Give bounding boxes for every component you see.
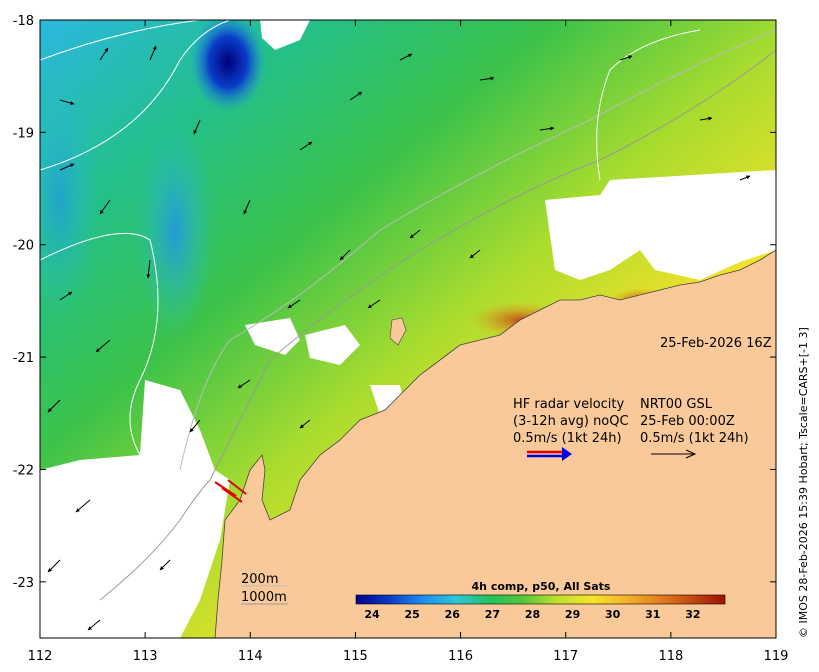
model-legend-line3: 0.5m/s (1kt 24h): [640, 431, 749, 446]
cold-eddy: [190, 20, 266, 112]
radar-scale-arrow: [527, 447, 572, 461]
lon-tick-label: 118: [658, 649, 683, 664]
isobath-1000-label: 1000m: [241, 590, 287, 605]
radar-legend-line2: (3-12h avg) noQC: [513, 414, 629, 429]
model-legend-line1: NRT00 GSL: [640, 397, 713, 412]
island: [389, 317, 407, 346]
colorbar-tick-label: 27: [485, 608, 500, 621]
credit-text: © IMOS 28-Feb-2026 15:39 Hobart; Tscale=…: [797, 327, 810, 638]
lon-tick-label: 112: [28, 649, 53, 664]
map-plot-area: [40, 20, 776, 638]
lon-tick-label: 119: [764, 649, 789, 664]
model-current-arrows: [47, 45, 751, 631]
colorbar-bar: [355, 594, 726, 605]
no-data-patches: [40, 20, 776, 638]
colorbar-tick-label: 30: [605, 608, 621, 621]
lon-tick-label: 117: [553, 649, 578, 664]
land-mass: [214, 249, 776, 638]
lon-tick-label: 115: [343, 649, 368, 664]
lat-tick-label: -21: [13, 351, 34, 366]
model-legend-line2: 25-Feb 00:00Z: [640, 414, 735, 429]
isobath-200-label: 200m: [241, 572, 278, 587]
colorbar-tick-label: 32: [685, 608, 700, 621]
latitude-axis: -18 -19 -20 -21 -22 -23: [13, 14, 776, 591]
map-timestamp: 25-Feb-2026 16Z: [660, 336, 772, 351]
colorbar-tick-label: 25: [404, 608, 419, 621]
colorbar-title: 4h comp, p50, All Sats: [472, 580, 611, 593]
lon-tick-label: 116: [448, 649, 473, 664]
cool-band: [135, 120, 215, 340]
velocity-legend: HF radar velocity (3-12h avg) noQC 0.5m/…: [513, 397, 749, 461]
radar-legend-line3: 0.5m/s (1kt 24h): [513, 431, 622, 446]
colorbar: 4h comp, p50, All Sats 24 25 26 27 28 29 30 31 3…: [355, 580, 726, 621]
lon-tick-label: 113: [133, 649, 158, 664]
colorbar-tick-label: 31: [645, 608, 660, 621]
radar-legend-line1: HF radar velocity: [513, 397, 625, 412]
isobath-lines: [40, 20, 776, 601]
lat-tick-label: -22: [13, 463, 34, 478]
longitude-axis: 112 113 114 115 116 117 118 119: [28, 20, 789, 664]
model-scale-arrow: [651, 449, 697, 459]
lat-tick-label: -23: [13, 576, 34, 591]
lat-tick-label: -20: [13, 239, 34, 254]
cool-west: [40, 80, 100, 320]
colorbar-ticks: 24 25 26 27 28 29 30 31 32: [364, 608, 700, 621]
hf-radar-arrows: [214, 479, 247, 503]
plot-frame: [39, 19, 777, 639]
colorbar-tick-label: 26: [445, 608, 461, 621]
lat-tick-label: -19: [13, 126, 34, 141]
lat-tick-label: -18: [13, 14, 34, 29]
lon-tick-label: 114: [238, 649, 263, 664]
colorbar-tick-label: 28: [525, 608, 540, 621]
colorbar-tick-label: 24: [364, 608, 380, 621]
colorbar-tick-label: 29: [565, 608, 580, 621]
